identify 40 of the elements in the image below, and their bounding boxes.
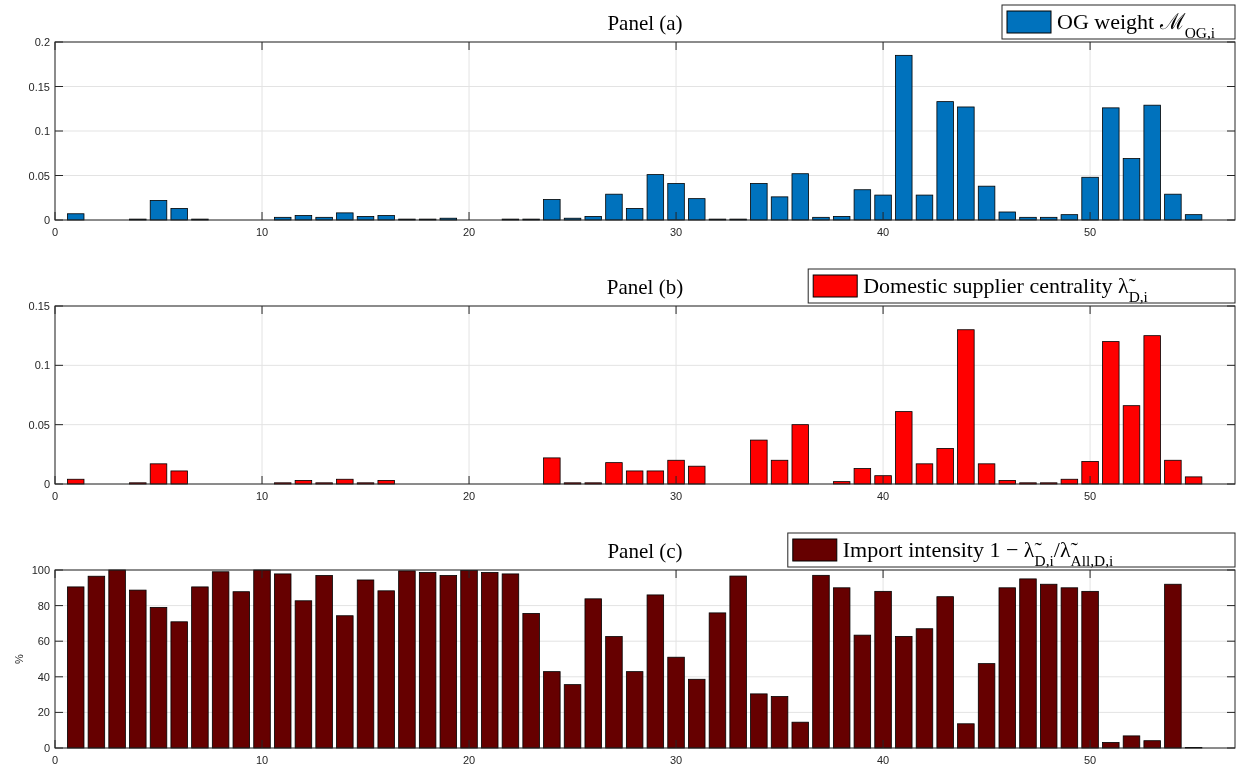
y-tick-label: 0.1 [34, 125, 50, 137]
x-tick-label: 10 [255, 754, 269, 766]
y-tick-label: 40 [37, 670, 50, 683]
x-tick-label: 20 [462, 226, 476, 238]
x-tick-label: 50 [1083, 226, 1097, 238]
y-tick-label: 0 [43, 742, 50, 754]
x-tick-label: 40 [876, 490, 890, 502]
chart-title: Panel (b) [606, 275, 684, 299]
x-tick-label: 0 [51, 754, 59, 766]
x-tick-label: 0 [51, 490, 59, 502]
chart-title: Panel (a) [607, 11, 683, 35]
y-tick-label: 0.15 [28, 80, 50, 93]
y-tick-label: 0.15 [28, 300, 50, 312]
x-tick-label: 20 [462, 490, 476, 502]
legend-label: Import intensity 1 − λ̃$_{D,i}$/λ̃$_{All,D,i}$ [842, 537, 1114, 569]
x-tick-label: 30 [669, 226, 683, 238]
y-axis-title: % [13, 653, 25, 664]
y-tick-label: 0.05 [28, 169, 50, 182]
x-tick-label: 10 [255, 226, 269, 238]
y-tick-label: 0 [43, 478, 50, 490]
x-tick-label: 50 [1083, 754, 1097, 766]
y-tick-label: 100 [31, 564, 50, 576]
y-tick-label: 60 [37, 635, 50, 648]
y-tick-label: 0.1 [34, 359, 50, 372]
x-tick-label: 40 [876, 226, 890, 238]
y-tick-label: 20 [37, 706, 50, 719]
x-tick-label: 50 [1083, 490, 1097, 502]
chart-title: Panel (c) [607, 539, 683, 563]
y-tick-label: 80 [37, 599, 50, 612]
x-tick-label: 10 [255, 490, 269, 502]
x-tick-label: 30 [669, 490, 683, 502]
x-tick-label: 0 [51, 226, 59, 238]
x-tick-label: 30 [669, 754, 683, 766]
y-tick-label: 0 [43, 214, 50, 226]
legend-label: OG weight ℳ$_{OG,i}$ [1057, 9, 1216, 41]
x-tick-label: 40 [876, 754, 890, 766]
y-tick-label: 0.2 [34, 36, 50, 48]
legend-label: Domestic supplier centrality λ̃$_{D,i}$ [863, 273, 1148, 305]
x-tick-label: 20 [462, 754, 476, 766]
y-tick-label: 0.05 [28, 418, 50, 431]
